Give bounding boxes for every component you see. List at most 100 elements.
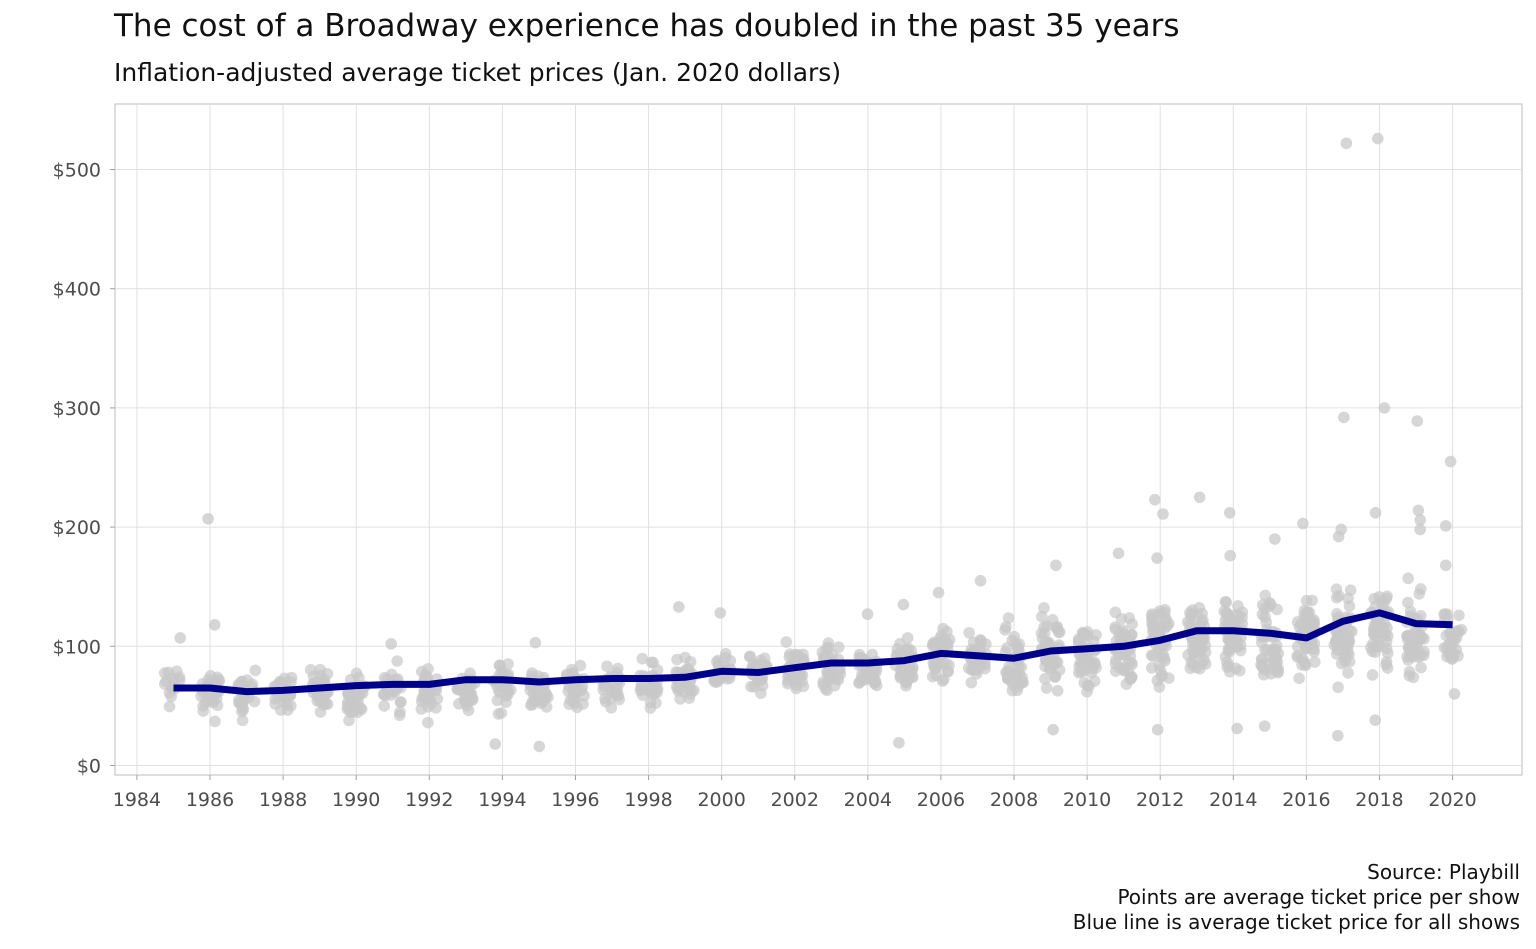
data-point [833,665,845,677]
data-point [236,714,249,727]
data-point [897,598,910,611]
data-point [1439,559,1452,572]
data-point [1000,621,1012,633]
data-point [1125,629,1138,641]
data-point [1449,626,1461,639]
data-point [1269,533,1281,545]
data-point [1038,602,1050,614]
data-point [1051,620,1064,633]
data-point [163,700,176,713]
data-point [1258,720,1271,732]
data-point [1366,669,1379,681]
data-point [756,673,768,685]
data-point [377,688,390,701]
data-point [906,671,919,684]
data-point [1335,657,1348,670]
data-point [491,694,504,707]
y-tick-label: $500 [53,160,101,182]
data-point [1414,523,1426,536]
data-point [1081,630,1094,643]
data-point [422,716,434,729]
data-point [248,695,261,708]
x-tick-label: 1992 [405,789,453,811]
data-point [1299,658,1312,670]
data-point [1444,455,1457,468]
x-tick-label: 1984 [113,789,161,811]
data-point [533,740,546,753]
data-point [1452,650,1464,662]
data-point [1342,646,1354,659]
data-point [1332,681,1344,694]
data-point [1002,612,1015,624]
x-tick-label: 2020 [1428,789,1476,811]
data-point [822,641,834,654]
data-point [1267,654,1280,667]
data-point [1001,642,1013,654]
data-point [1342,592,1354,605]
y-tick-label: $100 [53,636,101,658]
data-point [529,636,542,649]
data-point [174,632,186,644]
data-point [574,659,587,672]
data-point [824,665,837,677]
x-tick-label: 1996 [551,789,599,811]
data-point [780,636,793,648]
data-point [1218,605,1231,618]
data-point [493,659,506,672]
data-point [1297,517,1309,530]
data-point [601,660,613,673]
data-point [974,660,987,672]
data-point [790,682,802,695]
data-point [1418,633,1430,645]
data-point [1298,609,1310,622]
x-tick-label: 2012 [1136,789,1184,811]
data-point [1114,633,1127,646]
data-point [314,663,326,676]
data-point [1109,657,1122,670]
y-tick-label: $0 [77,755,101,777]
data-point [279,677,292,690]
data-point [353,671,365,684]
x-tick-label: 2000 [697,789,745,811]
data-point [605,701,618,714]
data-point [1193,647,1206,659]
data-point [1343,633,1355,646]
x-tick-label: 2010 [1063,789,1111,811]
data-point [684,688,697,700]
y-tick-label: $300 [53,398,101,420]
data-point [1338,411,1350,424]
data-point [387,685,400,698]
data-point [972,641,985,654]
data-point [394,696,407,708]
data-point [499,682,512,694]
data-point [866,671,878,683]
data-point [1413,588,1426,600]
x-tick-label: 1998 [624,789,672,811]
caption-points-note: Points are average ticket price per show [1117,885,1520,909]
data-point [1262,601,1275,613]
panel-border [114,103,1523,776]
axis-layer: 1984 1986 1988 1990 1992 1994 1996 1998 2000 2002… [53,160,1477,811]
data-point [1369,714,1382,726]
chart-caption: Source: Playbill Points are average tick… [1073,860,1520,935]
data-point [233,696,245,709]
data-point [1378,402,1391,414]
data-point [943,659,955,672]
data-point [931,658,944,671]
data-point [1126,658,1138,671]
data-point [1328,639,1341,651]
data-point [1369,506,1382,519]
data-point [502,658,514,670]
data-point [644,696,657,709]
data-point [1157,508,1169,520]
data-point [1380,592,1393,605]
x-tick-label: 1986 [186,789,234,811]
data-point [458,693,471,706]
data-point [1112,547,1125,560]
data-point [535,697,547,710]
data-point [1126,671,1138,683]
data-point [1193,601,1206,614]
data-point [1415,661,1427,674]
data-point [1453,609,1465,622]
